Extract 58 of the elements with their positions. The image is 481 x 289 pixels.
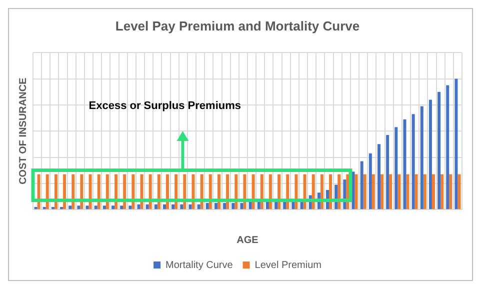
bar xyxy=(360,161,364,210)
bar xyxy=(154,204,158,210)
legend-label: Mortality Curve xyxy=(166,260,234,271)
bar xyxy=(102,206,106,210)
bar xyxy=(197,204,200,210)
x-axis-title: AGE xyxy=(236,234,259,246)
bar xyxy=(94,206,98,210)
bar xyxy=(112,206,115,210)
bar xyxy=(406,174,410,210)
bar xyxy=(223,203,226,210)
bar xyxy=(120,206,124,210)
annotation: Excess or Surplus Premiums xyxy=(88,100,241,112)
bar xyxy=(68,206,72,210)
bar xyxy=(248,202,252,210)
bar xyxy=(438,92,441,210)
bar xyxy=(454,78,458,210)
bar xyxy=(458,174,461,210)
bar xyxy=(380,174,384,210)
bar xyxy=(137,204,140,210)
bar xyxy=(60,206,64,210)
bar xyxy=(172,204,175,210)
bar xyxy=(403,119,406,210)
bar xyxy=(257,202,260,210)
bar xyxy=(449,174,452,210)
chart-title: Level Pay Premium and Mortality Curve xyxy=(115,18,360,34)
bar xyxy=(188,204,192,210)
bar xyxy=(34,206,38,210)
bar xyxy=(394,127,398,210)
bar xyxy=(214,203,218,210)
legend-label: Level Premium xyxy=(254,260,322,271)
bar xyxy=(440,174,444,210)
bar xyxy=(51,206,54,210)
bar xyxy=(180,204,184,210)
bar xyxy=(377,144,380,210)
bar xyxy=(240,203,244,210)
bar xyxy=(414,174,418,210)
bar xyxy=(389,174,392,210)
bar xyxy=(423,174,426,210)
bar xyxy=(446,85,450,210)
bar xyxy=(420,106,424,210)
bar xyxy=(428,100,432,210)
bar xyxy=(398,174,401,210)
bar xyxy=(372,174,375,210)
bar xyxy=(86,206,89,210)
bar xyxy=(368,153,372,210)
bar xyxy=(432,174,435,210)
bar xyxy=(363,174,366,210)
bar xyxy=(128,206,132,210)
bar xyxy=(162,204,166,210)
y-axis-title: COST OF INSURANCE xyxy=(18,77,29,184)
bar xyxy=(77,206,80,210)
bar xyxy=(386,135,390,210)
bar xyxy=(232,203,235,210)
bar xyxy=(146,204,149,210)
bar xyxy=(206,203,209,210)
bar xyxy=(354,174,358,210)
bar xyxy=(42,206,46,210)
bar xyxy=(412,114,415,210)
